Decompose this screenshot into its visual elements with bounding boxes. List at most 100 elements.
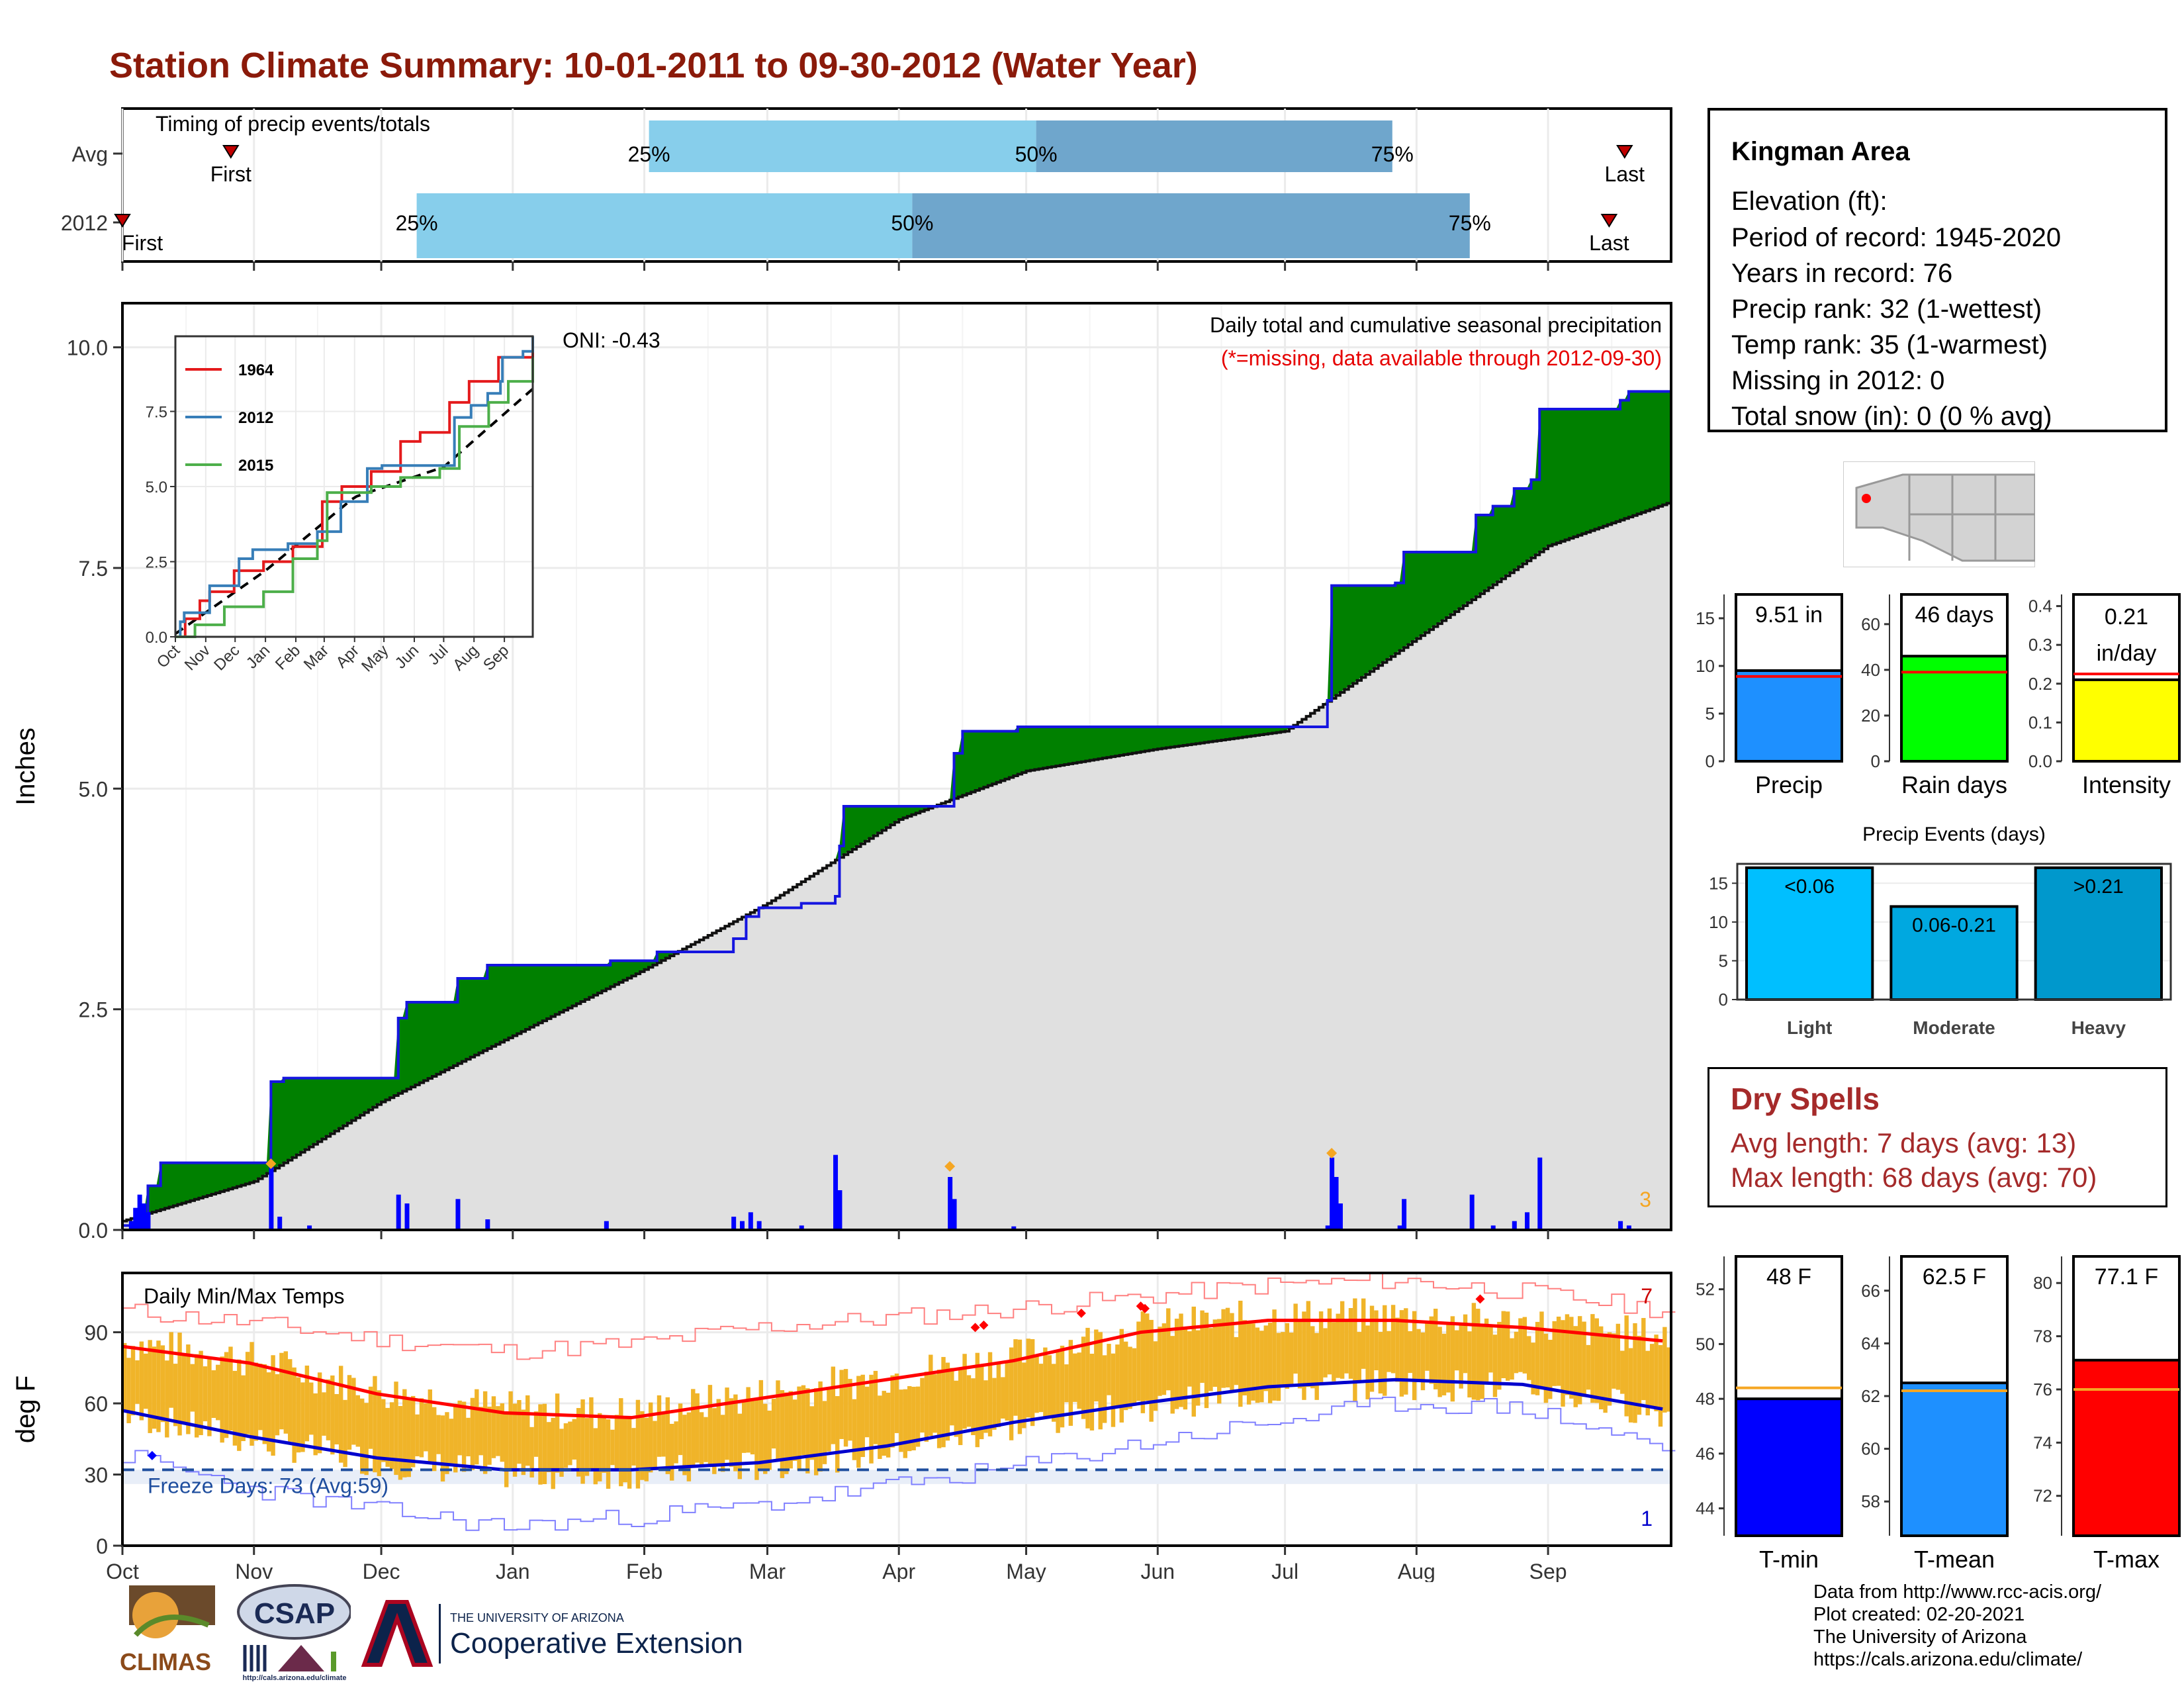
csap-url: http://cals.arizona.edu/climate xyxy=(242,1674,346,1681)
daily-temp-range xyxy=(1204,1312,1209,1409)
daily-temp-range xyxy=(347,1375,352,1450)
ua-small-wordmark: THE UNIVERSITY OF ARIZONA xyxy=(450,1611,624,1624)
daily-precip-bar xyxy=(1397,1225,1402,1230)
daily-temp-range xyxy=(1081,1336,1086,1419)
daily-temp-range xyxy=(1378,1332,1383,1394)
credit-data-source: Data from http://www.rcc-acis.org/ xyxy=(1813,1581,2102,1603)
daily-temp-range xyxy=(1565,1314,1570,1395)
info-precip-rank: Precip rank: 32 (1-wettest) xyxy=(1731,295,2042,324)
daily-temp-range xyxy=(763,1403,768,1474)
daily-temp-range xyxy=(653,1421,657,1468)
daily-temp-range xyxy=(1238,1300,1243,1407)
small-ytick-label: 40 xyxy=(1861,660,1880,680)
daily-temp-range xyxy=(1365,1325,1370,1399)
small-ytick-label: 74 xyxy=(2033,1432,2052,1452)
daily-temp-range xyxy=(207,1359,212,1436)
daily-temp-range xyxy=(237,1359,242,1451)
daily-temp-range xyxy=(563,1423,569,1468)
small-value-unit: in/day xyxy=(2097,641,2157,666)
daily-temp-range xyxy=(894,1373,899,1433)
daily-temp-range xyxy=(1200,1310,1205,1383)
daily-temp-range xyxy=(614,1415,619,1472)
daily-precip-bar xyxy=(277,1217,283,1230)
timing-q25-label: 25% xyxy=(396,211,438,235)
daily-temp-range xyxy=(338,1366,343,1463)
daily-temp-range xyxy=(410,1395,416,1468)
daily-precip-bar xyxy=(1325,1225,1330,1230)
daily-temp-range xyxy=(962,1354,967,1429)
daily-temp-range xyxy=(470,1397,475,1470)
daily-temp-range xyxy=(1383,1305,1387,1396)
daily-temp-range xyxy=(381,1399,386,1462)
daily-temp-range xyxy=(1480,1324,1484,1399)
events-ytick-label: 0 xyxy=(1719,990,1728,1009)
daily-temp-range xyxy=(389,1402,394,1470)
daily-temp-range xyxy=(750,1397,755,1455)
temp-ytick-label: 0 xyxy=(96,1534,108,1558)
main-plot-frame xyxy=(121,302,1672,1231)
daily-temp-range xyxy=(1628,1348,1633,1423)
daily-temp-range xyxy=(1586,1344,1591,1390)
daily-temp-range xyxy=(122,1342,127,1412)
daily-temp-range xyxy=(220,1356,224,1443)
daily-temp-range xyxy=(1607,1332,1612,1406)
climas-logo: CLIMAS xyxy=(109,1585,222,1678)
daily-temp-range xyxy=(394,1382,398,1476)
daily-temp-range xyxy=(1666,1347,1671,1412)
info-temp-rank: Temp rank: 35 (1-warmest) xyxy=(1731,330,2048,359)
daily-temp-range xyxy=(716,1399,721,1466)
daily-temp-range xyxy=(593,1428,598,1485)
daily-temp-range xyxy=(241,1375,246,1441)
daily-temp-range xyxy=(1501,1311,1506,1378)
temp-ytick-label: 60 xyxy=(84,1392,108,1416)
daily-temp-range xyxy=(271,1355,275,1456)
small-value-label: 77.1 F xyxy=(2095,1264,2158,1289)
daily-temp-range xyxy=(1514,1331,1519,1374)
daily-temp-range xyxy=(491,1396,496,1458)
daily-temp-range xyxy=(1043,1347,1048,1419)
value-bar xyxy=(2072,1358,2181,1537)
daily-temp-range xyxy=(1390,1305,1396,1374)
temp-xtick-label: Sep xyxy=(1529,1560,1567,1582)
daily-temp-range xyxy=(1552,1321,1557,1386)
daily-precip-bar xyxy=(1618,1221,1623,1230)
timing-bar-early xyxy=(416,193,913,258)
daily-temp-range xyxy=(801,1385,806,1456)
daily-temp-range xyxy=(1408,1331,1412,1374)
daily-temp-range xyxy=(1531,1342,1535,1395)
daily-temp-range xyxy=(478,1407,483,1456)
daily-temp-range xyxy=(551,1417,555,1489)
precip-events-chart: Precip Events (days) 0 5 10 15 <0.06 Light 0.06… xyxy=(1709,823,2172,1038)
daily-temp-range xyxy=(148,1340,152,1433)
daily-temp-range xyxy=(1187,1331,1192,1387)
daily-temp-range xyxy=(754,1397,759,1480)
daily-temp-range xyxy=(792,1399,797,1461)
inset-legend-label: 2015 xyxy=(238,457,273,475)
small-ytick-label: 0 xyxy=(1706,751,1715,771)
daily-temp-range xyxy=(699,1412,704,1467)
daily-precip-bar xyxy=(1626,1225,1631,1230)
timing-last-label: Last xyxy=(1589,231,1629,255)
daily-temp-range xyxy=(911,1386,916,1451)
small-ytick-label: 0.2 xyxy=(2028,674,2052,694)
daily-temp-range xyxy=(1599,1326,1604,1409)
daily-temp-range xyxy=(1437,1327,1442,1397)
daily-temp-range xyxy=(954,1380,958,1437)
daily-temp-range xyxy=(355,1395,361,1447)
inset-ytick-label: 7.5 xyxy=(146,404,167,422)
daily-temp-range xyxy=(1450,1316,1455,1402)
temperature-chart: 0 30 60 90 Oct Nov Dec Jan Feb Mar Apr May Jun Jul Aug… xyxy=(11,1272,1676,1582)
daily-temp-range xyxy=(1161,1323,1167,1395)
daily-temp-range xyxy=(364,1403,369,1476)
main-chart-subtitle: (*=missing, data available through 2012-… xyxy=(1221,346,1662,370)
daily-temp-range xyxy=(899,1389,903,1452)
daily-temp-range xyxy=(1612,1333,1616,1389)
dry-spells-avg: Avg length: 7 days (avg: 13) xyxy=(1731,1127,2077,1158)
daily-temp-range xyxy=(610,1429,615,1466)
daily-temp-range xyxy=(245,1352,250,1434)
daily-temp-range xyxy=(648,1402,653,1473)
credits-block: Data from http://www.rcc-acis.org/ Plot … xyxy=(1813,1581,2101,1671)
record-max-count: 7 xyxy=(1641,1284,1653,1308)
daily-temp-range xyxy=(1497,1321,1502,1390)
daily-temp-range xyxy=(1246,1323,1251,1405)
